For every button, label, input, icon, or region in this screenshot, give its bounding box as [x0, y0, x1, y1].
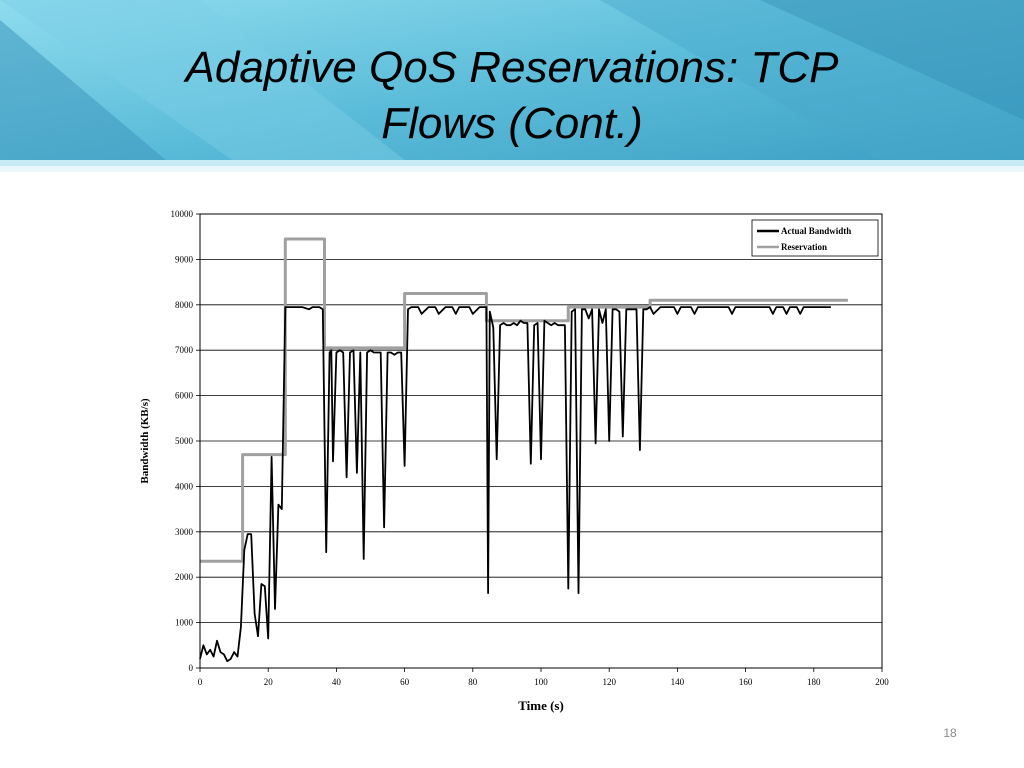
series-lines — [199, 237, 848, 663]
y-tick-label: 8000 — [175, 300, 194, 310]
title-line-2: Flows (Cont.) — [381, 99, 643, 148]
title-banner: Adaptive QoS Reservations: TCP Flows (Co… — [0, 0, 1024, 172]
y-tick-label: 0 — [189, 663, 194, 673]
slide-number: 18 — [943, 726, 957, 740]
x-tick-label: 60 — [400, 677, 410, 687]
y-tick-label: 3000 — [175, 527, 194, 537]
legend: Actual Bandwidth Reservation — [751, 219, 879, 257]
grid-lines — [196, 213, 883, 672]
y-tick-label: 9000 — [175, 254, 194, 264]
y-tick-label: 5000 — [175, 436, 194, 446]
y-tick-label: 2000 — [175, 572, 194, 582]
series-line-actual-bandwidth — [199, 306, 831, 663]
y-tick-label: 10000 — [171, 209, 194, 219]
plot-frame — [199, 213, 883, 669]
y-axis-label: Bandwidth (KB/s) — [139, 398, 151, 484]
x-tick-label: 200 — [875, 677, 889, 687]
x-tick-label: 120 — [602, 677, 616, 687]
x-tick-labels: 0 20 40 60 80 100 120 140 160 180 200 — [198, 677, 890, 687]
legend-box — [751, 219, 879, 257]
x-axis-label: Time (s) — [518, 698, 564, 713]
legend-label-actual: Actual Bandwidth — [781, 226, 851, 236]
x-tick-label: 140 — [671, 677, 685, 687]
x-tick-label: 0 — [198, 677, 203, 687]
y-tick-label: 6000 — [175, 391, 194, 401]
x-tick-label: 40 — [332, 677, 342, 687]
legend-label-reservation: Reservation — [781, 242, 827, 252]
slide-title: Adaptive QoS Reservations: TCP Flows (Co… — [100, 40, 924, 152]
x-tick-label: 160 — [739, 677, 753, 687]
chart-svg: 0100020003000400050006000700080009000100… — [139, 209, 890, 713]
y-tick-label: 1000 — [175, 618, 194, 628]
y-tick-label: 4000 — [175, 481, 194, 491]
title-line-1: Adaptive QoS Reservations: TCP — [185, 43, 839, 92]
x-tick-label: 180 — [807, 677, 821, 687]
x-tick-label: 80 — [468, 677, 478, 687]
banner-background — [0, 0, 1024, 172]
series-line-reservation — [200, 237, 848, 563]
x-tick-label: 100 — [534, 677, 548, 687]
x-tick-label: 20 — [264, 677, 274, 687]
bandwidth-chart: 0 1000 2000 3000 4000 5000 6000 7000 8000 9000 100… — [128, 198, 898, 718]
y-tick-labels: 0 1000 2000 3000 4000 5000 6000 7000 8000 9000 100… — [171, 209, 194, 673]
y-tick-label: 7000 — [175, 345, 194, 355]
